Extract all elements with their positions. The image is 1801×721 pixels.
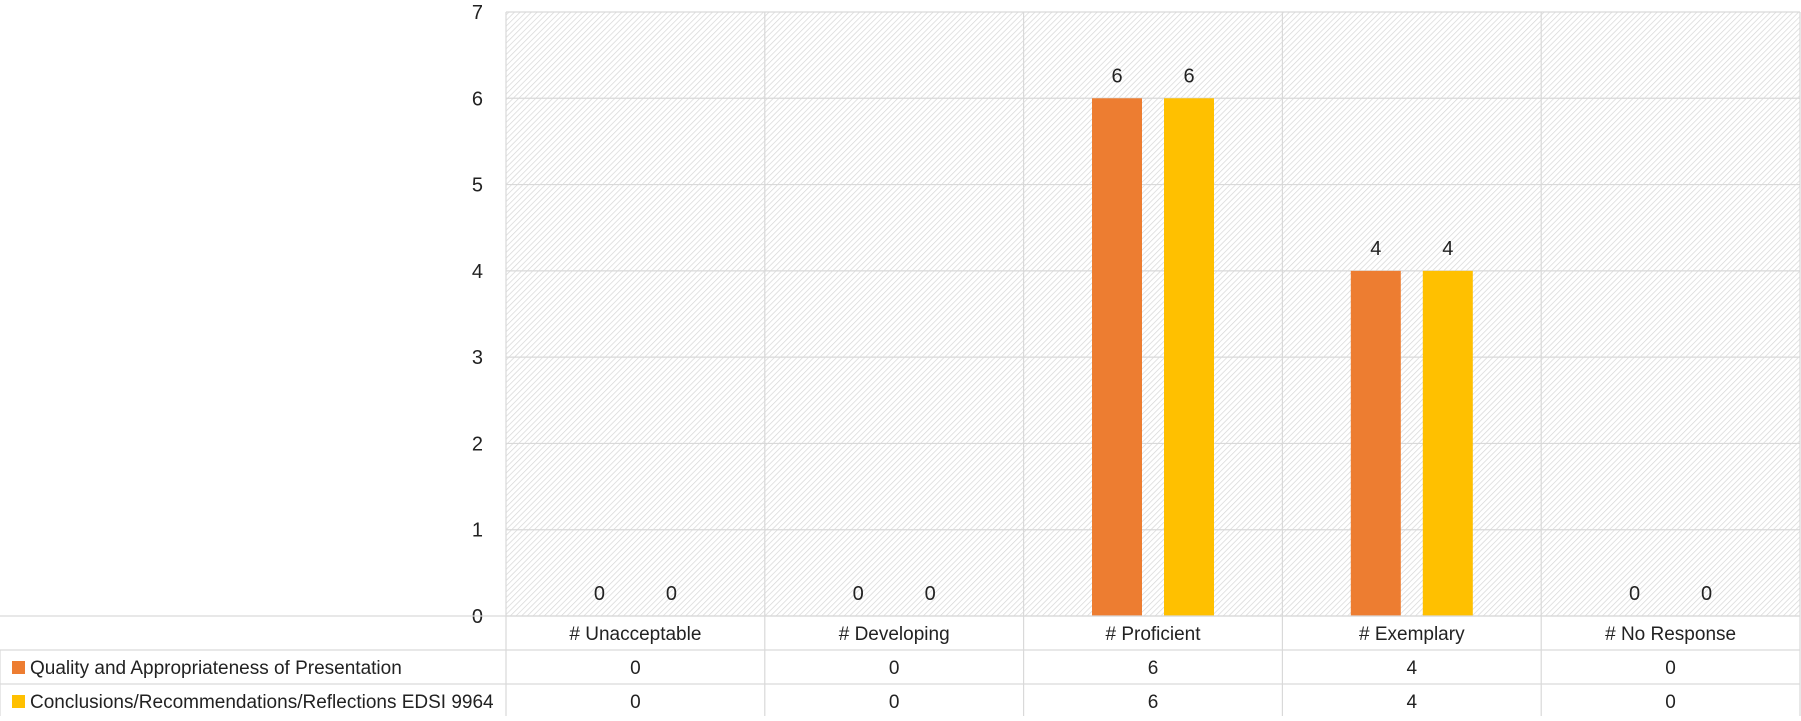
data-label: 0 [666,583,677,605]
data-label: 6 [1183,65,1194,87]
x-tick-label: # No Response [1605,624,1736,645]
data-label: 0 [594,583,605,605]
table-cell: 4 [1407,692,1418,713]
table-cell: 0 [889,692,900,713]
y-tick-label: 6 [472,88,483,110]
table-cell: 0 [1665,658,1676,679]
legend-label: Conclusions/Recommendations/Reflections … [30,692,494,713]
table-cell: 6 [1148,658,1159,679]
table-cell: 0 [889,658,900,679]
y-tick-label: 0 [472,606,483,628]
legend-swatch [12,695,25,708]
bar [1350,270,1401,616]
table-cell: 0 [630,692,641,713]
x-tick-label: # Unacceptable [569,624,701,645]
y-tick-label: 7 [472,2,483,24]
table-cell: 0 [630,658,641,679]
data-label: 0 [925,583,936,605]
data-label: 0 [1629,583,1640,605]
y-tick-label: 5 [472,175,483,197]
bar [1422,270,1473,616]
legend-swatch [12,661,25,674]
y-tick-label: 1 [472,520,483,542]
data-label: 0 [1701,583,1712,605]
table-cell: 6 [1148,692,1159,713]
y-tick-label: 2 [472,433,483,455]
legend-label: Quality and Appropriateness of Presentat… [30,658,402,679]
data-label: 4 [1370,238,1381,260]
x-tick-label: # Exemplary [1359,624,1465,645]
data-label: 4 [1442,238,1453,260]
y-tick-label: 3 [472,347,483,369]
x-tick-label: # Developing [839,624,950,645]
plot-area-background [506,12,1800,616]
bar [1164,98,1214,617]
y-tick-label: 4 [472,261,483,283]
table-cell: 4 [1407,658,1418,679]
data-label: 6 [1111,65,1122,87]
table-cell: 0 [1665,692,1676,713]
data-label: 0 [853,583,864,605]
x-tick-label: # Proficient [1105,624,1201,645]
bar [1092,98,1142,617]
